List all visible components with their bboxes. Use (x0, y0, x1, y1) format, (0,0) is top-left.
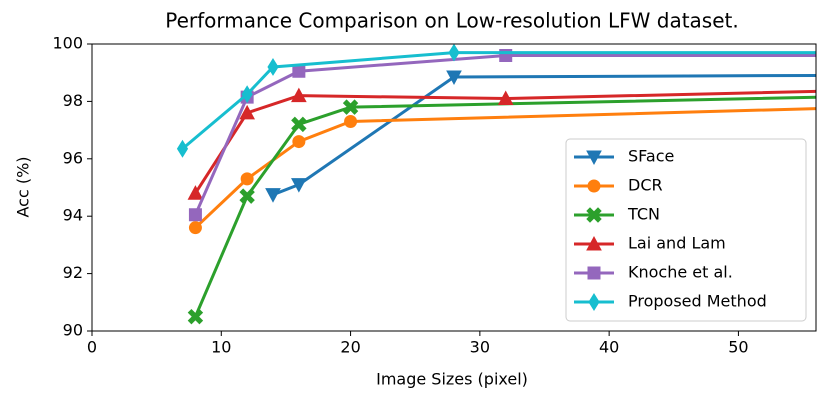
x-tick-label: 30 (470, 338, 490, 357)
legend-label: Knoche et al. (628, 263, 733, 282)
data-point (187, 185, 204, 200)
x-tick-label: 40 (599, 338, 619, 357)
data-point (265, 188, 281, 203)
y-tick-label: 100 (52, 34, 83, 53)
data-point (188, 208, 202, 222)
y-tick-label: 96 (63, 148, 83, 167)
data-point (448, 44, 460, 62)
data-point (344, 114, 358, 128)
data-point (446, 70, 462, 86)
data-point (176, 139, 189, 158)
data-point (267, 58, 279, 76)
y-tick-label: 90 (63, 321, 83, 340)
chart-title: Performance Comparison on Low-resolution… (165, 9, 738, 33)
data-point (497, 90, 514, 106)
legend-label: SFace (628, 147, 674, 166)
plot-area (176, 44, 816, 325)
data-point (291, 87, 307, 103)
x-tick-label: 10 (211, 338, 231, 357)
y-axis-label: Acc (%) (14, 156, 33, 217)
legend-label: TCN (627, 205, 660, 224)
x-tick-label: 20 (340, 338, 360, 357)
y-tick-label: 94 (63, 206, 83, 225)
data-point (240, 172, 254, 186)
legend-marker (587, 266, 601, 280)
data-point (342, 99, 359, 115)
x-axis-label: Image Sizes (pixel) (376, 370, 528, 389)
x-tick-label: 0 (87, 338, 97, 357)
y-tick-label: 98 (63, 91, 83, 110)
data-point (239, 188, 255, 204)
data-point (187, 308, 204, 325)
legend-marker (586, 207, 602, 223)
legend-label: DCR (628, 176, 663, 195)
data-point (291, 178, 307, 193)
legend-marker (586, 235, 602, 251)
legend-box (565, 138, 807, 322)
data-point (188, 221, 202, 235)
x-tick-label: 50 (728, 338, 748, 357)
data-point (241, 85, 253, 104)
axes-frame (91, 43, 817, 332)
data-point (291, 116, 307, 133)
legend-label: Proposed Method (628, 292, 767, 311)
legend-label: Lai and Lam (628, 234, 726, 253)
series-line (272, 73, 816, 197)
legend-marker (586, 150, 602, 166)
legend-marker (588, 293, 600, 311)
data-point (292, 64, 306, 78)
y-tick-label: 92 (63, 263, 83, 282)
data-point (239, 104, 255, 120)
data-point (292, 135, 306, 149)
legend-marker (587, 179, 601, 193)
